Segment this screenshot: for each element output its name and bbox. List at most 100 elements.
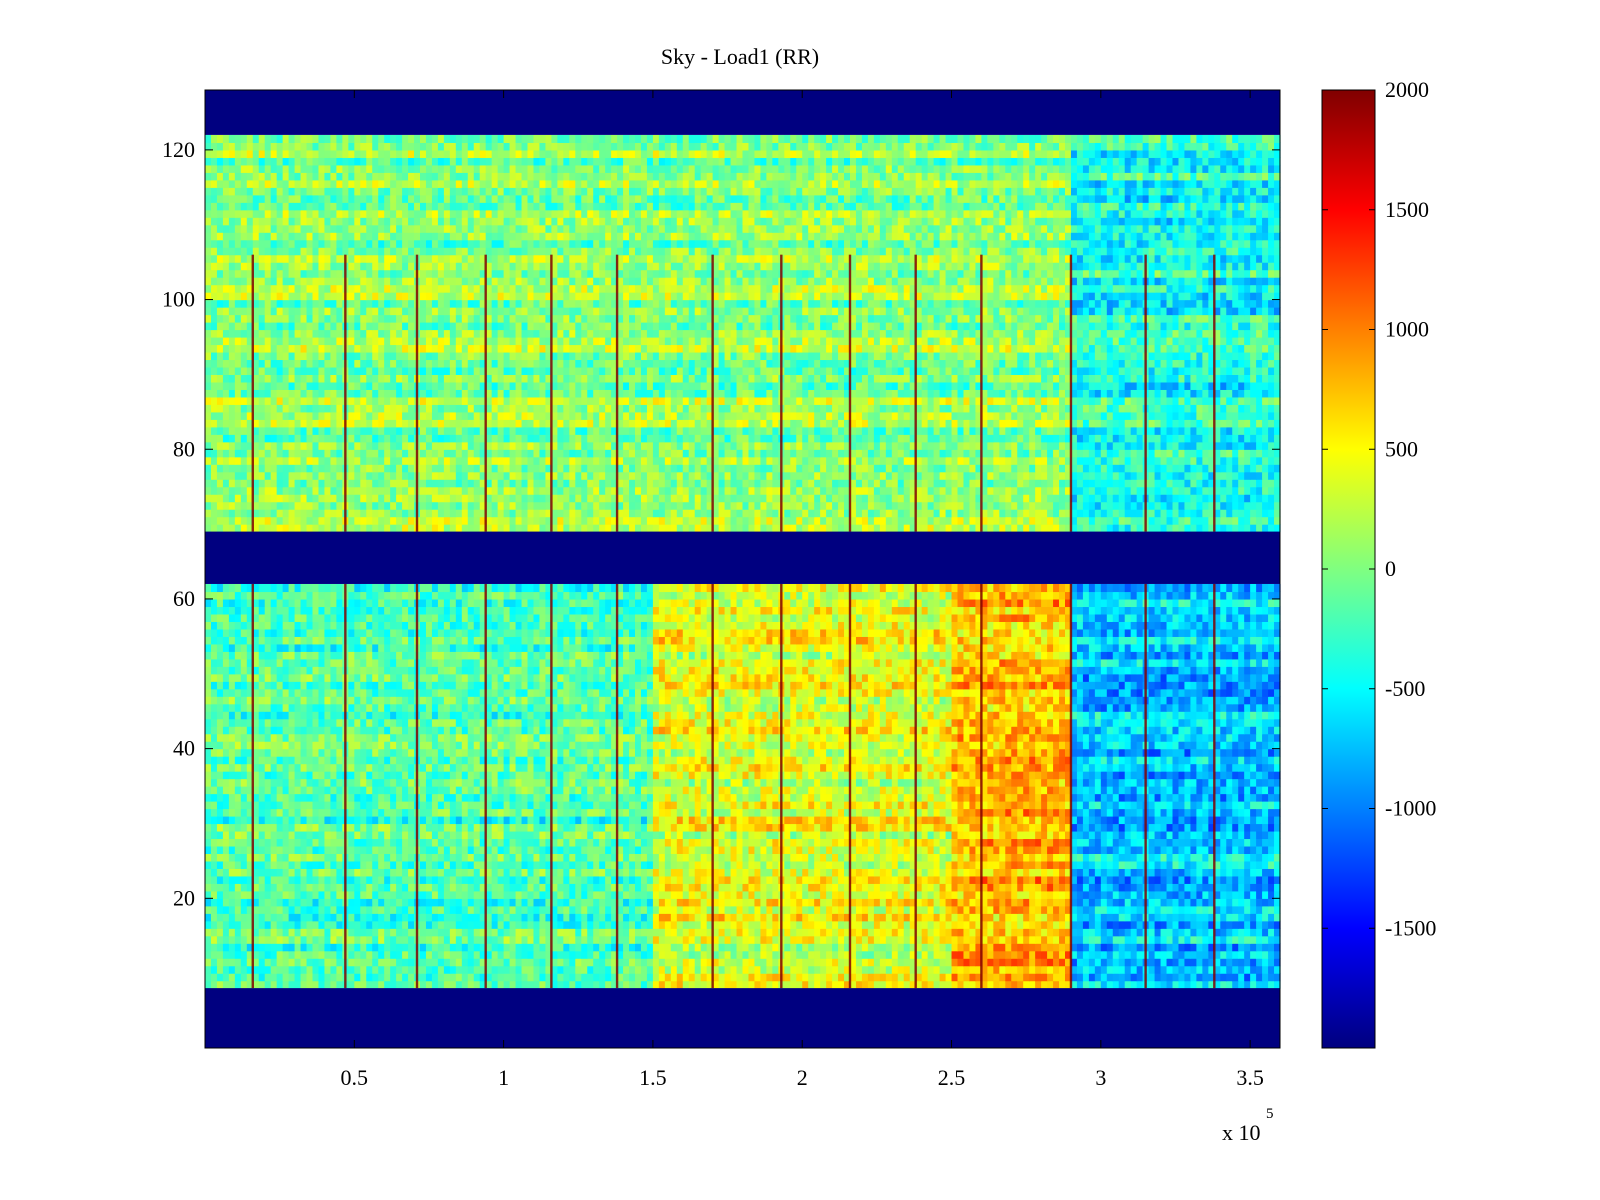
heatmap-cell [533, 771, 541, 780]
heatmap-cell [306, 860, 314, 869]
heatmap-cell [408, 673, 415, 682]
heatmap-cell [234, 658, 242, 667]
heatmap-cell [605, 598, 612, 608]
heatmap-cell [348, 748, 355, 757]
heatmap-cell [611, 651, 618, 660]
heatmap-cell [348, 965, 355, 974]
heatmap-cell [826, 853, 833, 862]
heatmap-cell [324, 883, 332, 892]
heatmap-cell [240, 823, 248, 832]
heatmap-cell [396, 920, 403, 929]
heatmap-cell [826, 883, 833, 892]
heatmap-cell [527, 621, 535, 630]
heatmap-cell [545, 965, 552, 974]
heatmap-cell [205, 823, 212, 832]
heatmap-cell [300, 621, 308, 630]
heatmap-cell [443, 666, 451, 675]
heatmap-cell [270, 666, 278, 675]
heatmap-cell [730, 913, 738, 922]
heatmap-cell [545, 823, 552, 832]
heatmap-cell [742, 860, 750, 869]
heatmap-cell [330, 591, 337, 600]
heatmap-cell [437, 853, 445, 862]
heatmap-cell [276, 830, 284, 840]
heatmap-cell [467, 658, 475, 667]
heatmap-cell [378, 801, 385, 810]
heatmap-cell [635, 733, 642, 742]
heatmap-cell [742, 883, 750, 892]
heatmap-cell [694, 898, 702, 907]
heatmap-cell [431, 606, 439, 615]
heatmap-cell [258, 726, 266, 735]
heatmap-cell [748, 965, 756, 974]
heatmap-cell [533, 696, 541, 705]
heatmap-cell [539, 875, 547, 884]
heatmap-cell [855, 943, 863, 952]
heatmap-cell [443, 591, 451, 600]
heatmap-cell [545, 883, 552, 892]
heatmap-cell [210, 898, 218, 907]
heatmap-cell [563, 920, 570, 929]
heatmap-cell [372, 673, 379, 682]
heatmap-cell [718, 958, 726, 967]
heatmap-cell [724, 980, 732, 989]
heatmap-cell [909, 950, 917, 959]
heatmap-cell [491, 801, 499, 810]
heatmap-cell [569, 845, 576, 854]
heatmap-cell [629, 636, 636, 645]
heatmap-cell [557, 845, 564, 854]
heatmap-cell [587, 853, 594, 862]
heatmap-cell [617, 756, 624, 765]
heatmap-cell [318, 853, 326, 862]
heatmap-cell [336, 860, 343, 869]
heatmap-cell [593, 598, 600, 608]
heatmap-cell [420, 928, 427, 937]
heatmap-cell [408, 613, 415, 622]
heatmap-cell [491, 636, 499, 645]
heatmap-cell [252, 905, 260, 914]
heatmap-cell [467, 628, 475, 637]
heatmap-cell [581, 606, 588, 615]
heatmap-cell [599, 636, 606, 645]
heatmap-cell [682, 875, 690, 884]
heatmap-cell [891, 860, 899, 869]
heatmap-cell [288, 726, 296, 735]
heatmap-cell [276, 733, 284, 742]
heatmap-cell [324, 778, 332, 787]
heatmap-cell [467, 943, 475, 952]
heatmap-cell [826, 965, 833, 974]
heatmap-cell [557, 598, 564, 608]
heatmap-cell [694, 845, 702, 854]
heatmap-cell [784, 860, 791, 869]
heatmap-cell [449, 688, 457, 697]
heatmap-cell [939, 943, 947, 952]
heatmap-cell [539, 883, 547, 892]
heatmap-cell [240, 801, 248, 810]
heatmap-cell [354, 583, 361, 593]
heatmap-cell [330, 965, 337, 974]
heatmap-cell [826, 913, 833, 922]
heatmap-cell [617, 913, 624, 922]
heatmap-cell [515, 756, 523, 765]
heatmap-cell [210, 853, 218, 862]
heatmap-cell [318, 808, 326, 817]
heatmap-cell [581, 905, 588, 914]
heatmap-cell [324, 823, 332, 832]
heatmap-cell [216, 808, 224, 817]
heatmap-cell [467, 793, 475, 802]
heatmap-cell [348, 741, 355, 750]
heatmap-cell [264, 673, 272, 682]
heatmap-cell [855, 875, 863, 884]
heatmap-cell [814, 973, 821, 982]
heatmap-cell [324, 965, 332, 974]
heatmap-cell [270, 980, 278, 989]
heatmap-cell [222, 756, 230, 765]
heatmap-cell [909, 905, 917, 914]
heatmap-cell [760, 890, 767, 899]
heatmap-cell [706, 845, 714, 854]
heatmap-cell [688, 920, 696, 929]
heatmap-cell [420, 688, 427, 697]
heatmap-cell [300, 666, 308, 675]
heatmap-cell [216, 883, 224, 892]
heatmap-cell [533, 801, 541, 810]
